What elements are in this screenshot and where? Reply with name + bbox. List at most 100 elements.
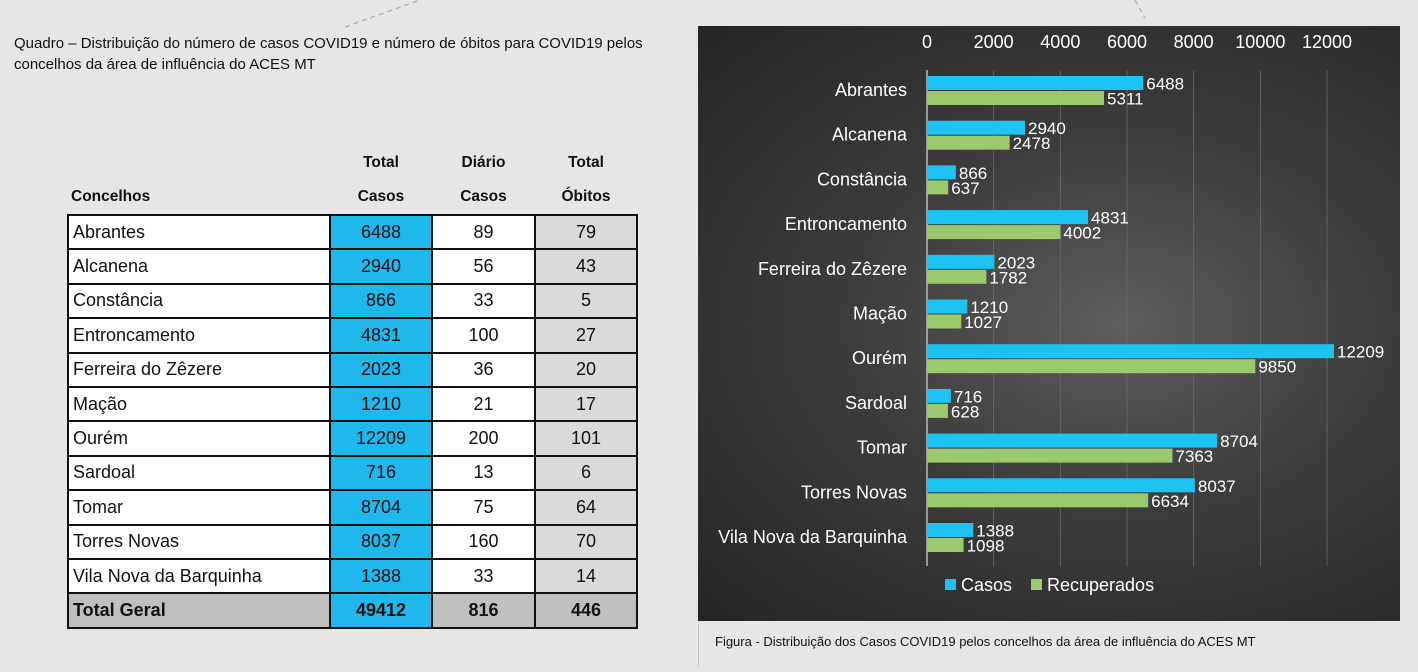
cell-total-obitos: 14 xyxy=(534,557,638,595)
table-row: Vila Nova da Barquinha 1388 33 14 xyxy=(67,557,638,595)
cell-concelho: Constância xyxy=(67,282,331,320)
cell-total-obitos: 6 xyxy=(534,454,638,492)
cell-total-casos: 4831 xyxy=(329,317,433,354)
cell-total-casos: 866 xyxy=(329,282,433,320)
table-row: Alcanena 2940 56 43 xyxy=(67,248,638,285)
cell-total-obitos: 79 xyxy=(534,213,638,251)
data-label: 1782 xyxy=(989,268,1027,287)
decorative-dashed-line xyxy=(344,0,1146,28)
data-label: 866 xyxy=(959,164,987,183)
cell-diario-casos: 36 xyxy=(431,351,536,388)
cell-concelho: Ourém xyxy=(67,420,331,457)
cell-total-obitos: 20 xyxy=(534,351,638,388)
cell-total-obitos: 43 xyxy=(534,248,638,285)
bar-recuperados xyxy=(927,314,962,329)
cell-total-casos: 6488 xyxy=(329,213,433,251)
category-label: Torres Novas xyxy=(801,482,907,502)
cell-total-obitos: 64 xyxy=(534,489,638,526)
cell-total-obitos: 101 xyxy=(534,420,638,457)
bar-recuperados xyxy=(927,359,1256,374)
header-total-obitos: Total Óbitos xyxy=(535,146,637,215)
cases-bar-chart: 0 2000 4000 6000 8000 10000 12000 Abrantes 64885… xyxy=(718,32,1384,595)
data-label: 8037 xyxy=(1198,477,1236,496)
data-label: 2478 xyxy=(1013,134,1051,153)
cell-total-obitos-sum: 446 xyxy=(534,592,638,629)
bar-casos xyxy=(927,344,1334,359)
category-label: Abrantes xyxy=(835,80,907,100)
bar-recuperados xyxy=(927,493,1149,508)
legend-label: Casos xyxy=(961,575,1012,595)
category-label: Mação xyxy=(853,304,907,324)
bar-casos xyxy=(927,478,1195,493)
x-tick-label: 12000 xyxy=(1302,32,1352,52)
header-diario-casos-line2: Casos xyxy=(460,188,507,205)
bar-casos xyxy=(927,523,974,537)
table-row: Abrantes 6488 89 79 xyxy=(67,213,638,251)
legend-label: Recuperados xyxy=(1047,575,1154,595)
bar-casos xyxy=(927,165,956,180)
cell-diario-casos: 160 xyxy=(431,523,536,560)
header-concelhos-label: Concelhos xyxy=(71,188,151,205)
table-row: Torres Novas 8037 160 70 xyxy=(67,523,638,560)
table-row: Tomar 8704 75 64 xyxy=(67,489,638,526)
cell-total-obitos: 5 xyxy=(534,282,638,320)
bar-recuperados xyxy=(927,180,949,195)
header-diario-casos: Diário Casos xyxy=(432,146,535,215)
cell-diario-casos: 13 xyxy=(431,454,536,492)
data-label: 5311 xyxy=(1107,90,1144,109)
cell-diario-casos: 75 xyxy=(431,489,536,526)
data-label: 716 xyxy=(954,387,982,406)
x-tick-label: 8000 xyxy=(1174,32,1214,52)
cell-total-obitos: 27 xyxy=(534,317,638,354)
bar-recuperados xyxy=(927,135,1010,150)
cell-diario-casos: 56 xyxy=(431,248,536,285)
data-label: 9850 xyxy=(1258,358,1296,377)
bar-casos xyxy=(927,299,968,314)
cell-diario-casos: 33 xyxy=(431,282,536,320)
category-label: Entroncamento xyxy=(785,214,907,234)
bar-recuperados xyxy=(927,269,987,284)
x-tick-label: 2000 xyxy=(974,32,1014,52)
category-label: Constância xyxy=(817,169,908,189)
table-total-row: Total Geral 49412 816 446 xyxy=(67,592,638,629)
cell-total-casos: 2023 xyxy=(329,351,433,388)
cell-total-casos: 716 xyxy=(329,454,433,492)
legend-swatch-recuperados xyxy=(1031,579,1042,590)
cell-total-casos: 2940 xyxy=(329,248,433,285)
data-label: 1388 xyxy=(976,522,1014,541)
bar-recuperados xyxy=(927,91,1105,105)
cell-total-obitos: 17 xyxy=(534,385,638,423)
bar-casos xyxy=(927,76,1144,90)
cell-diario-casos-sum: 816 xyxy=(431,592,536,629)
bar-casos xyxy=(927,254,995,269)
cell-concelho: Sardoal xyxy=(67,454,331,492)
cell-concelho: Entroncamento xyxy=(67,317,331,354)
header-diario-casos-line1: Diário xyxy=(461,154,506,171)
chart-caption: Figura - Distribuição dos Casos COVID19 … xyxy=(715,634,1256,649)
x-tick-label: 10000 xyxy=(1235,32,1285,52)
cell-total-casos-sum: 49412 xyxy=(329,592,433,629)
category-label: Vila Nova da Barquinha xyxy=(718,527,908,547)
x-tick-label: 6000 xyxy=(1107,32,1147,52)
table-row: Constância 866 33 5 xyxy=(67,282,638,320)
category-label: Tomar xyxy=(857,438,907,458)
data-label: 12209 xyxy=(1337,343,1384,362)
cell-diario-casos: 21 xyxy=(431,385,536,423)
bar-casos xyxy=(927,433,1218,448)
cell-concelho: Ferreira do Zêzere xyxy=(67,351,331,388)
header-total-casos: Total Casos xyxy=(330,146,432,215)
bar-casos xyxy=(927,210,1089,225)
legend-swatch-casos xyxy=(945,579,956,590)
header-total-casos-line2: Casos xyxy=(357,188,405,205)
bar-recuperados xyxy=(927,225,1061,240)
table-row: Ferreira do Zêzere 2023 36 20 xyxy=(67,351,638,388)
data-label: 628 xyxy=(951,402,979,421)
cell-total-obitos: 70 xyxy=(534,523,638,560)
table-row: Sardoal 716 13 6 xyxy=(67,454,638,492)
chart-panel: 0 2000 4000 6000 8000 10000 12000 Abrantes 6488 5… xyxy=(698,26,1400,621)
cell-concelho: Tomar xyxy=(67,489,331,526)
cell-diario-casos: 89 xyxy=(431,213,536,251)
data-label: 2023 xyxy=(997,253,1035,272)
bar-casos xyxy=(927,388,951,403)
data-label: 6634 xyxy=(1151,492,1189,511)
